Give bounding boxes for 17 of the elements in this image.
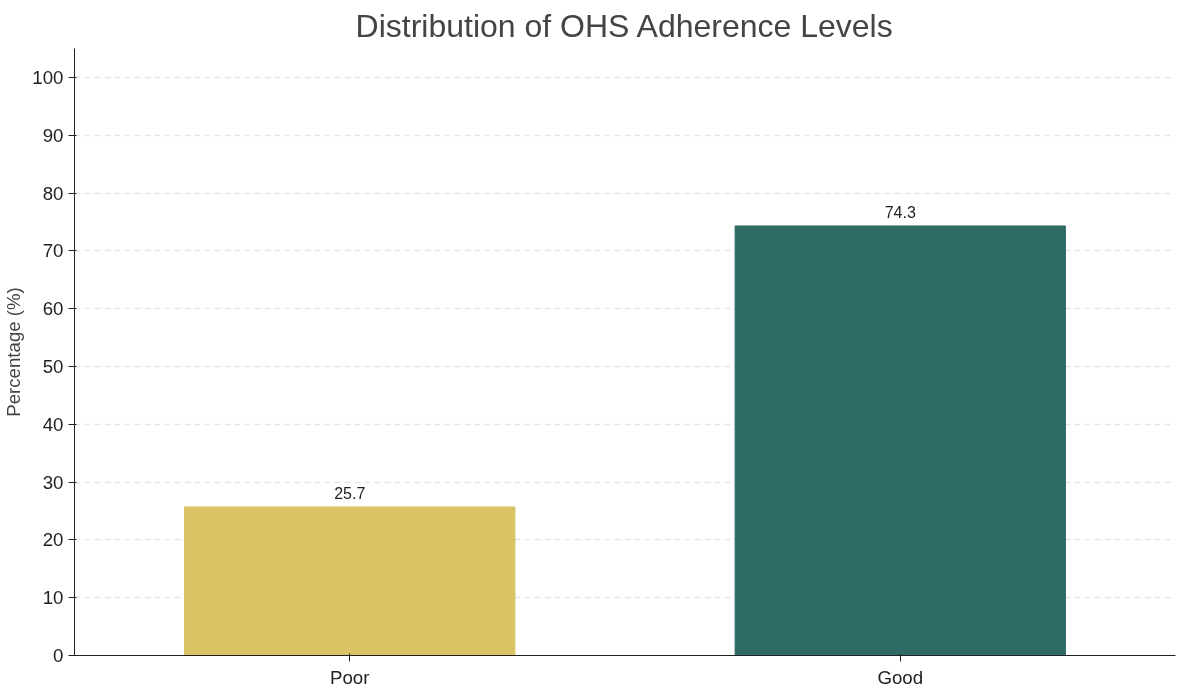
data-label: 25.7 [334, 484, 366, 502]
x-tick-label: Good [877, 666, 924, 688]
y-tick-label: 80 [42, 182, 64, 204]
y-tick-label: 0 [53, 645, 64, 666]
data-label: 74.3 [884, 203, 916, 221]
y-tick-label: 30 [42, 471, 64, 493]
chart-title: Distribution of OHS Adherence Levels [355, 7, 893, 44]
y-tick-label: 90 [42, 124, 64, 146]
y-tick-label: 20 [42, 529, 64, 551]
y-tick-label: 100 [32, 66, 64, 88]
y-tick-label: 40 [42, 413, 64, 435]
y-tick-label: 60 [42, 298, 64, 320]
y-axis-title: Percentage (%) [3, 287, 25, 417]
y-tick-label: 70 [42, 240, 64, 262]
y-tick-label: 10 [42, 587, 64, 609]
y-tick-label: 50 [42, 355, 64, 377]
x-tick-label: Poor [330, 666, 370, 688]
